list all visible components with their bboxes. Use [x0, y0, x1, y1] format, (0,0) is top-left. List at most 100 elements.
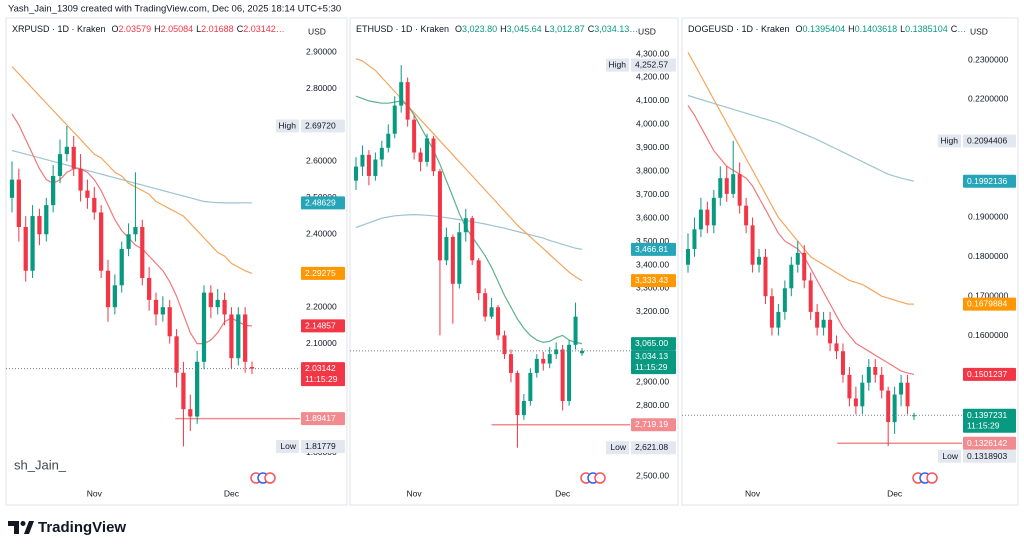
candle-body	[782, 288, 787, 312]
logo-dot	[20, 521, 26, 526]
candle-body	[208, 292, 213, 308]
candle-body	[153, 299, 159, 315]
candle-body	[16, 179, 21, 227]
caption: Yash_Jain_1309 created with TradingView.…	[8, 4, 341, 15]
price-label: 4,252.57	[635, 60, 668, 70]
axis-unit: USD	[970, 26, 988, 36]
ohlc-value: 2.05084	[161, 24, 194, 34]
candle-body	[705, 209, 710, 226]
price-label-name: Low	[942, 451, 958, 461]
y-tick-label: 2,500.00	[636, 470, 669, 480]
candle-body	[147, 278, 152, 300]
y-tick-label: 3,900.00	[636, 142, 669, 152]
candle-body	[71, 146, 76, 169]
ohlc-key: H	[154, 24, 161, 34]
candle-body	[731, 174, 736, 194]
ohlc-key: L	[545, 24, 550, 34]
ohlc-key: H	[848, 24, 855, 34]
price-label-name: Low	[610, 442, 626, 452]
candle-body	[560, 349, 565, 402]
price-label: 0.2094406	[967, 136, 1007, 146]
ohlc-key: L	[900, 24, 905, 34]
price-label-box	[631, 337, 676, 351]
x-tick-label: Dec	[555, 488, 571, 498]
candle-body	[866, 366, 871, 383]
candle-body	[905, 382, 910, 407]
moving-average	[687, 52, 915, 305]
candle-body	[508, 354, 513, 373]
candle-body	[515, 372, 520, 416]
price-label-box	[963, 449, 1016, 463]
y-tick-label: 3,400.00	[636, 259, 669, 269]
candle-body	[489, 307, 494, 317]
candle-body	[379, 147, 384, 160]
price-label-tag	[938, 449, 961, 463]
price-label-box	[963, 367, 1016, 381]
symbol: DOGEUSD · 1D · Kraken	[688, 24, 790, 34]
ohlc-value: 3,023.80	[462, 24, 497, 34]
candle-body	[521, 401, 526, 416]
candle-body	[229, 314, 234, 359]
logo-slash	[24, 521, 34, 534]
y-tick-label: 2.20000	[306, 301, 337, 311]
price-label: 0.1992136	[967, 176, 1007, 186]
price-label: 3,034.13	[635, 351, 668, 361]
ohlc-value: 2.03579	[119, 24, 152, 34]
y-tick-label: 3,600.00	[636, 212, 669, 222]
candle-body	[692, 229, 697, 249]
price-label-box	[301, 266, 345, 280]
candle-body	[685, 248, 691, 265]
candle-body	[195, 361, 200, 417]
price-label-box	[631, 441, 676, 455]
price-label-box	[631, 418, 676, 432]
candle-body	[815, 311, 820, 328]
countdown: 11:15:29	[305, 374, 338, 384]
y-tick-label: 2,900.00	[636, 377, 669, 387]
y-tick-label: 2.60000	[306, 156, 337, 166]
ohlc-value: 2.03142…	[243, 24, 285, 34]
y-tick-label: 3,800.00	[636, 165, 669, 175]
candle-body	[541, 358, 546, 364]
moving-average	[355, 58, 583, 282]
candle-body	[92, 197, 97, 213]
price-label: 3,065.00	[635, 338, 668, 348]
x-tick-label: Dec	[887, 488, 903, 498]
candle-body	[534, 358, 539, 373]
candle-body	[140, 226, 145, 279]
ohlc-key: O	[455, 24, 462, 34]
candle-body	[57, 154, 63, 176]
candle-body	[64, 146, 69, 155]
candle-body	[698, 209, 703, 230]
candle-body	[769, 296, 774, 328]
candle-body	[757, 256, 762, 265]
y-tick-label: 2,800.00	[636, 400, 669, 410]
ohlc-value: 3,034.13…	[594, 24, 638, 34]
price-label-box	[301, 196, 345, 210]
candle-body	[167, 307, 172, 337]
price-label-box	[301, 119, 345, 133]
candle-body	[821, 319, 826, 328]
symbol-header: DOGEUSD · 1D · Kraken O0.1395404 H0.140361…	[688, 24, 966, 34]
price-label: 1.81779	[305, 441, 336, 451]
ohlc-key: C	[588, 24, 595, 34]
candle-body	[834, 343, 839, 352]
candle-body	[496, 307, 501, 336]
candle-body	[750, 225, 755, 265]
y-tick-label: 3,500.00	[636, 236, 669, 246]
candle-body	[463, 218, 468, 233]
candle-body	[744, 205, 749, 226]
price-label: 2.69720	[305, 121, 336, 131]
badge-icon	[926, 472, 938, 484]
price-label: 2.48629	[305, 197, 336, 207]
candle-body	[85, 190, 90, 198]
y-tick-label: 3,200.00	[636, 306, 669, 316]
y-tick-label: 2.80000	[306, 83, 337, 93]
chart-panel: ETHUSD · 1D · Kraken O3,023.80 H3,045.64 L3…	[349, 17, 679, 506]
price-label-tag	[938, 134, 961, 148]
ohlc-key: O	[796, 24, 803, 34]
candle-body	[457, 232, 462, 284]
price-label-box	[963, 297, 1016, 311]
candle-body	[808, 280, 813, 312]
